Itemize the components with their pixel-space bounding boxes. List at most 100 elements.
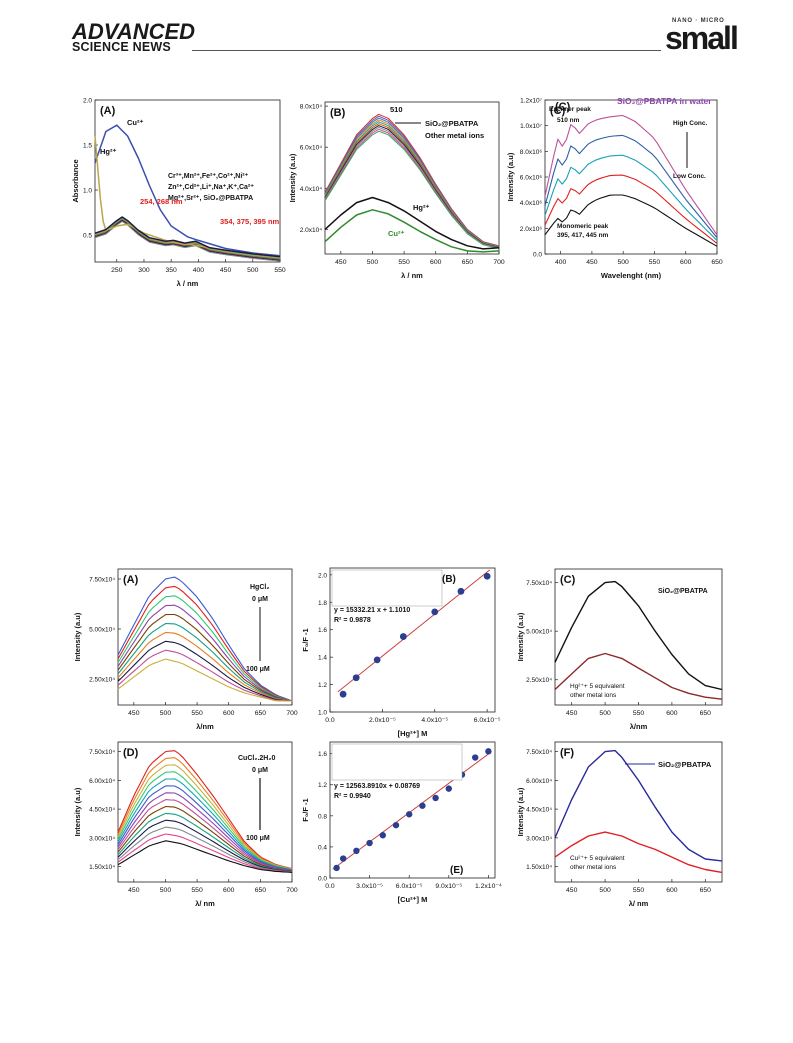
fit-r2: R² = 0.9940	[334, 793, 371, 800]
x-tick-label: 6.0x10⁻⁵	[474, 717, 501, 724]
y-tick-label: 1.6	[318, 627, 327, 634]
annotation-end: 100 μM	[246, 666, 270, 673]
series-line-0	[554, 580, 723, 691]
data-point	[457, 587, 465, 595]
plot-frame	[329, 741, 496, 879]
series-cu-conc-1	[117, 750, 293, 870]
x-tick-label: 350	[166, 267, 178, 274]
x-tick-label: 550	[191, 710, 203, 717]
x-axis-label: [Hg²⁺] M	[398, 729, 428, 738]
plot-frame	[94, 99, 281, 263]
x-tick-label: 500	[160, 887, 172, 894]
series-cu-conc-11	[117, 819, 293, 873]
fit-line	[337, 569, 491, 693]
series-cu-conc-8	[117, 799, 293, 872]
x-tick-label: 400	[193, 267, 205, 274]
y-axis-label: Intensity (a.u)	[288, 153, 297, 202]
y-tick-label: 1.2	[318, 682, 327, 689]
figure-top-panel-b: (B) λ / nm Intensity (a.u) 450 500 550 600 650 7…	[288, 101, 505, 280]
y-tick-label: 1.2	[318, 782, 327, 789]
y-tick-label: 4.50x10⁴	[526, 807, 552, 814]
x-tick-label: 550	[633, 710, 645, 717]
series-cu-conc-9	[117, 805, 293, 872]
series-other-4	[324, 121, 500, 248]
series-line-1	[554, 652, 723, 700]
panel-label: (C)	[550, 105, 566, 117]
series-hg-conc-7	[117, 631, 293, 702]
fit-r2: R² = 0.9878	[334, 617, 371, 624]
annotation-ions-2: Zn²⁺,Cd²⁺,Li⁺,Na⁺,K⁺,Ca²⁺	[168, 184, 254, 191]
annotation-peak-2: 354, 375, 395 nm	[220, 217, 280, 226]
data-point	[485, 748, 492, 755]
series-hg	[324, 196, 500, 250]
x-tick-label: 700	[286, 710, 298, 717]
x-tick-label: 500	[367, 259, 379, 266]
annotation-ions-3: Mg²⁺,Sr²⁺, SiO₂@PBATPA	[168, 195, 253, 202]
y-tick-label: 1.5	[83, 143, 92, 150]
x-tick-label: 250	[111, 267, 123, 274]
series-other-3	[94, 219, 281, 260]
series-hg-conc-2	[117, 585, 293, 702]
y-tick-label: 7.50x10⁴	[526, 580, 552, 587]
y-tick-label: 2.0	[83, 98, 92, 105]
y-tick-label: 1.8	[318, 600, 327, 607]
data-point	[445, 785, 452, 792]
series-other-2	[94, 218, 281, 259]
y-tick-label: 0.0	[318, 876, 327, 883]
x-tick-label: 0.0	[325, 883, 335, 890]
annotation-bottom-2: other metal ions	[570, 692, 617, 699]
annotation-hg: Hg²⁺	[100, 147, 116, 156]
x-axis-label: λ/ nm	[195, 899, 215, 908]
y-tick-label: 8.0x10⁴	[300, 104, 323, 111]
data-point	[432, 794, 439, 802]
stats-table	[331, 569, 443, 607]
x-tick-label: 300	[138, 267, 150, 274]
series-line-2	[94, 216, 281, 258]
series-conc-2	[544, 134, 718, 238]
x-tick-label: 700	[493, 259, 505, 266]
x-tick-label: 600	[666, 710, 678, 717]
y-tick-label: 5.00x10⁴	[89, 627, 115, 634]
x-tick-label: 500	[160, 710, 172, 717]
y-tick-label: 6.0x10⁶	[520, 175, 543, 182]
y-tick-label: 2.0	[318, 572, 327, 579]
x-tick-label: 4.0x10⁻⁵	[421, 717, 448, 724]
panel-label-b: (B)	[442, 574, 456, 585]
series-other-9	[324, 130, 500, 249]
panel-label-e: (E)	[450, 865, 463, 876]
series-conc-3	[544, 154, 718, 241]
x-tick-label: 550	[649, 259, 661, 266]
y-tick-label: 0.4	[318, 844, 327, 851]
annotation-excimer: Excimer peak	[549, 106, 591, 113]
data-point	[333, 864, 340, 872]
y-tick-label: 2.50x10⁴	[526, 677, 552, 684]
x-tick-label: 550	[191, 887, 203, 894]
y-tick-label: 1.0x10⁷	[520, 123, 543, 130]
annotation-sio2: SiO₂@PBATPA	[425, 119, 479, 128]
annotation-mono: Monomeric peak	[557, 223, 609, 230]
series-hg-conc-3	[117, 595, 293, 702]
y-tick-label: 0.5	[83, 233, 92, 240]
series-hg-conc-1	[117, 576, 293, 702]
x-tick-label: 550	[633, 887, 645, 894]
annotation-start: 0 μM	[252, 767, 268, 774]
series-line-0	[554, 749, 723, 862]
annotation-low: Low Conc.	[673, 173, 706, 180]
figure-top-panel-a: (A) λ / nm Absorbance 250 300 350 400 450 500 550…	[71, 98, 286, 289]
y-axis-label: Intensity (a.u)	[73, 787, 82, 836]
series-hg-conc-5	[117, 613, 293, 702]
y-axis-label: Intensity (a.u)	[516, 787, 525, 836]
y-tick-label: 1.4	[318, 655, 327, 662]
journal-logo-bottom: SCIENCE NEWS	[72, 40, 171, 54]
x-tick-label: 450	[566, 710, 578, 717]
x-tick-label: 650	[255, 710, 267, 717]
figure-top-panel-c: (C) Wavelenght (nm) Intensity (a.u) 400 450 5…	[506, 96, 723, 280]
x-tick-label: 550	[274, 267, 286, 274]
x-tick-label: 600	[223, 710, 235, 717]
series-other-5	[324, 123, 500, 248]
series-cu-conc-13	[117, 833, 293, 873]
y-axis-label: Intensity (a.u)	[506, 152, 515, 201]
y-tick-label: 7.50x10⁴	[89, 577, 115, 584]
series-cu-conc-5	[117, 778, 293, 871]
brand-logo: small	[665, 20, 739, 56]
